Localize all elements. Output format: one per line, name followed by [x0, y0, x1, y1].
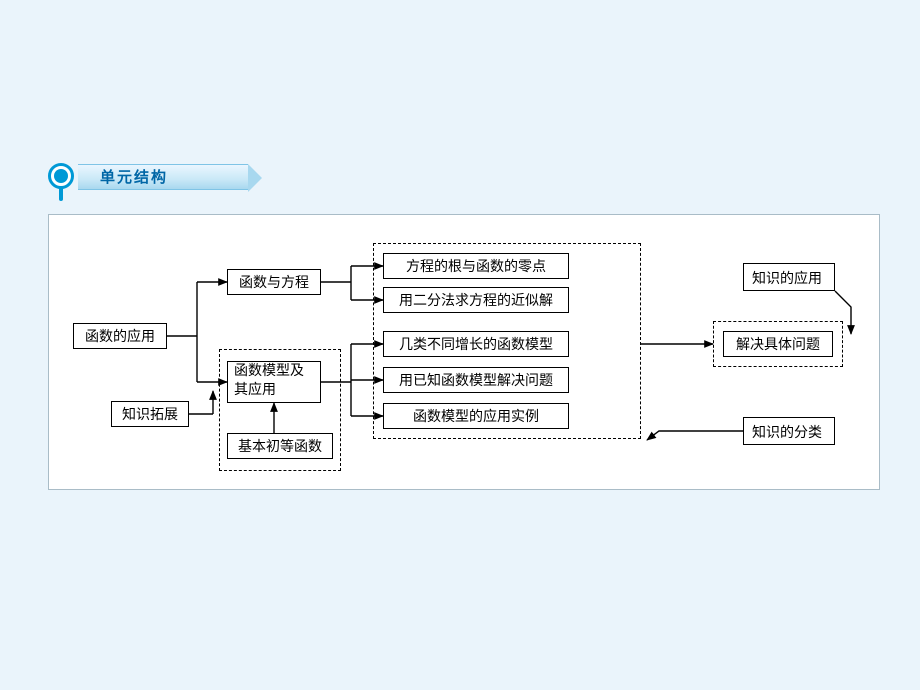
annotation-a1: 知识的应用 — [743, 263, 835, 291]
edge-18 — [647, 431, 743, 440]
diagram-frame: 函数的应用 函数与方程函数模型及其应用基本初等函数 知识拓展 方程的根与函数的零点用二… — [48, 214, 880, 490]
node-n3: 函数模型及其应用 — [227, 361, 321, 403]
node-n6: 方程的根与函数的零点 — [383, 253, 569, 279]
section-header: 单元结构 — [48, 160, 218, 186]
annotation-a2: 知识的分类 — [743, 417, 835, 445]
section-title: 单元结构 — [78, 164, 248, 190]
node-n9: 用已知函数模型解决问题 — [383, 367, 569, 393]
node-n4: 基本初等函数 — [227, 433, 333, 459]
node-n5: 知识拓展 — [111, 401, 189, 427]
node-n8: 几类不同增长的函数模型 — [383, 331, 569, 357]
node-n2: 函数与方程 — [227, 269, 321, 295]
magnifier-icon — [48, 163, 74, 189]
node-n1: 函数的应用 — [73, 323, 167, 349]
node-n7: 用二分法求方程的近似解 — [383, 287, 569, 313]
node-n10: 函数模型的应用实例 — [383, 403, 569, 429]
node-n11: 解决具体问题 — [723, 331, 833, 357]
